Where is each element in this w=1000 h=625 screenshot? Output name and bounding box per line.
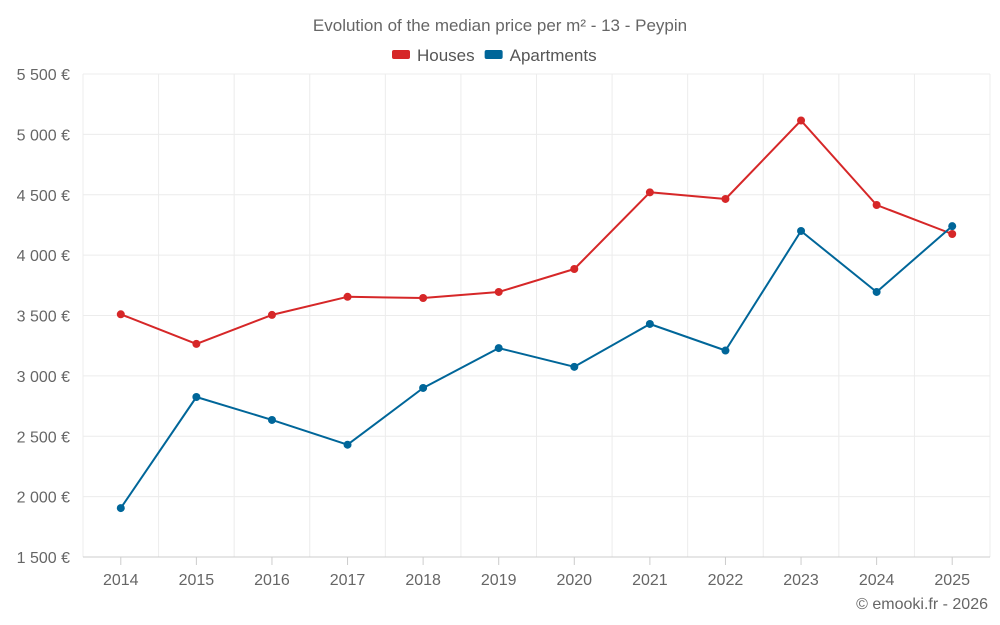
- apartments-point[interactable]: [570, 362, 579, 371]
- houses-point[interactable]: [645, 188, 654, 197]
- legend-item-houses[interactable]: Houses: [392, 46, 475, 65]
- chart-title: Evolution of the median price per m² - 1…: [313, 16, 687, 35]
- apartments-point[interactable]: [872, 287, 881, 296]
- houses-point[interactable]: [419, 293, 428, 302]
- x-axis: 2014 2015 2016 2017 2018 2019 2020 2021 2022 2023…: [83, 556, 990, 589]
- legend-swatch: [484, 50, 503, 59]
- y-tick-label: 4 500 €: [17, 188, 70, 205]
- legend-swatch: [392, 50, 410, 59]
- y-tick-label: 3 500 €: [17, 309, 70, 326]
- y-tick-label: 2 000 €: [17, 490, 70, 507]
- houses-point[interactable]: [343, 292, 352, 301]
- y-axis: 1 500 € 2 000 € 2 500 € 3 000 € 3 500 € 4 000…: [17, 67, 70, 567]
- x-tick-label: 2024: [859, 572, 895, 589]
- x-tick-label: 2020: [556, 572, 592, 589]
- apartments-point[interactable]: [645, 319, 654, 328]
- apartments-point[interactable]: [721, 346, 730, 355]
- houses-point[interactable]: [570, 265, 579, 274]
- y-tick-label: 2 500 €: [17, 429, 70, 446]
- apartments-point[interactable]: [797, 226, 806, 235]
- y-tick-label: 1 500 €: [17, 550, 70, 567]
- apartments-point[interactable]: [116, 504, 125, 513]
- x-tick-label: 2015: [179, 572, 215, 589]
- apartments-series-line: [119, 225, 953, 509]
- x-tick-label: 2017: [330, 572, 366, 589]
- houses-series-line: [120, 119, 953, 345]
- houses-point[interactable]: [721, 194, 730, 203]
- grid: [82, 73, 991, 557]
- y-tick-label: 3 000 €: [17, 369, 70, 386]
- x-tick-label: 2016: [254, 572, 290, 589]
- apartments-point[interactable]: [494, 344, 503, 353]
- apartments-point[interactable]: [267, 415, 276, 424]
- houses-point[interactable]: [948, 229, 957, 238]
- legend-label: Houses: [417, 46, 475, 65]
- apartments-point[interactable]: [419, 383, 428, 392]
- legend: Houses Apartments: [392, 46, 597, 65]
- x-tick-label: 2018: [405, 572, 441, 589]
- houses-point[interactable]: [267, 310, 276, 319]
- x-tick-label: 2022: [708, 572, 744, 589]
- houses-point[interactable]: [872, 201, 881, 210]
- legend-item-apartments[interactable]: Apartments: [484, 46, 597, 65]
- y-tick-label: 5 500 €: [17, 67, 70, 84]
- apartments-point[interactable]: [948, 222, 957, 231]
- y-tick-label: 5 000 €: [17, 127, 70, 144]
- x-tick-label: 2014: [103, 572, 139, 589]
- x-tick-label: 2021: [632, 572, 668, 589]
- houses-point[interactable]: [192, 339, 201, 348]
- houses-point[interactable]: [797, 116, 806, 125]
- x-tick-label: 2023: [783, 572, 819, 589]
- apartments-point[interactable]: [192, 393, 201, 402]
- y-tick-label: 4 000 €: [17, 248, 70, 265]
- houses-point[interactable]: [116, 310, 125, 319]
- apartments-point[interactable]: [343, 440, 352, 449]
- credit-text: © emooki.fr - 2026: [856, 596, 988, 613]
- x-tick-label: 2019: [481, 572, 517, 589]
- x-tick-label: 2025: [934, 572, 970, 589]
- houses-point[interactable]: [494, 287, 503, 296]
- legend-label: Apartments: [510, 46, 597, 65]
- series-group: [116, 116, 957, 513]
